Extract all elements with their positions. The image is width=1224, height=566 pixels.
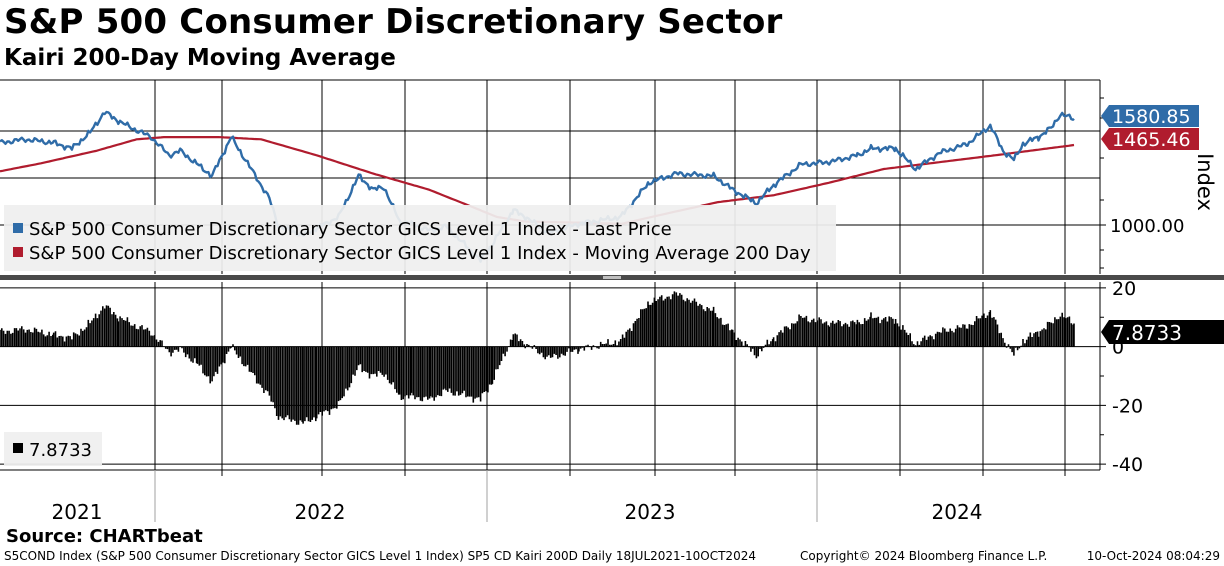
footer-description: S5COND Index (S&P 500 Consumer Discretio… — [4, 549, 756, 563]
source-label: Source: CHARTbeat — [6, 526, 203, 547]
chart-title: S&P 500 Consumer Discretionary Sector — [4, 2, 783, 42]
y-axis-label: Index — [1193, 153, 1217, 211]
y-tick-label-top: 1000.00 — [1110, 216, 1184, 237]
kairi-value-tag-bg — [1101, 320, 1224, 344]
price-value-tag: 1580.85 — [1101, 105, 1199, 128]
legend-label-price: S&P 500 Consumer Discretionary Sector GI… — [29, 219, 672, 240]
ma-value-tag: 1465.46 — [1101, 128, 1199, 151]
x-tick-label: 2022 — [295, 500, 346, 524]
x-tick-label: 2021 — [52, 500, 103, 524]
price-legend: S&P 500 Consumer Discretionary Sector GI… — [4, 205, 836, 271]
legend-swatch-ma — [13, 247, 23, 257]
kairi-value-tag-text: 7.8733 — [1112, 321, 1182, 345]
kairi-bar — [0, 291, 1075, 425]
kairi-value-tag: 7.8733 — [1101, 320, 1224, 345]
y-tick-label-bottom: -20 — [1112, 395, 1143, 417]
legend-swatch-price — [13, 223, 23, 233]
legend-label-kairi: 7.8733 — [29, 440, 92, 461]
x-tick-label: 2024 — [932, 500, 983, 524]
y-tick-label-bottom: 20 — [1112, 278, 1136, 300]
panel-divider-handle — [603, 276, 621, 279]
kairi-legend: 7.8733 — [4, 432, 102, 466]
legend-box — [4, 205, 836, 271]
footer-timestamp: 10-Oct-2024 08:04:29 — [1086, 549, 1220, 563]
price-value-tag-bg — [1101, 105, 1199, 127]
price-value-tag-text: 1580.85 — [1112, 106, 1191, 128]
kairi-bars — [0, 291, 1075, 425]
legend-swatch-kairi — [13, 443, 23, 453]
chart-subtitle: Kairi 200-Day Moving Average — [4, 45, 396, 71]
legend-label-ma: S&P 500 Consumer Discretionary Sector GI… — [29, 243, 811, 264]
y-tick-label-bottom: -40 — [1112, 454, 1143, 476]
footer-copyright: Copyright© 2024 Bloomberg Finance L.P. — [800, 549, 1048, 563]
x-tick-label: 2023 — [625, 500, 676, 524]
ma-value-tag-text: 1465.46 — [1112, 129, 1191, 151]
ma-value-tag-bg — [1101, 128, 1199, 150]
